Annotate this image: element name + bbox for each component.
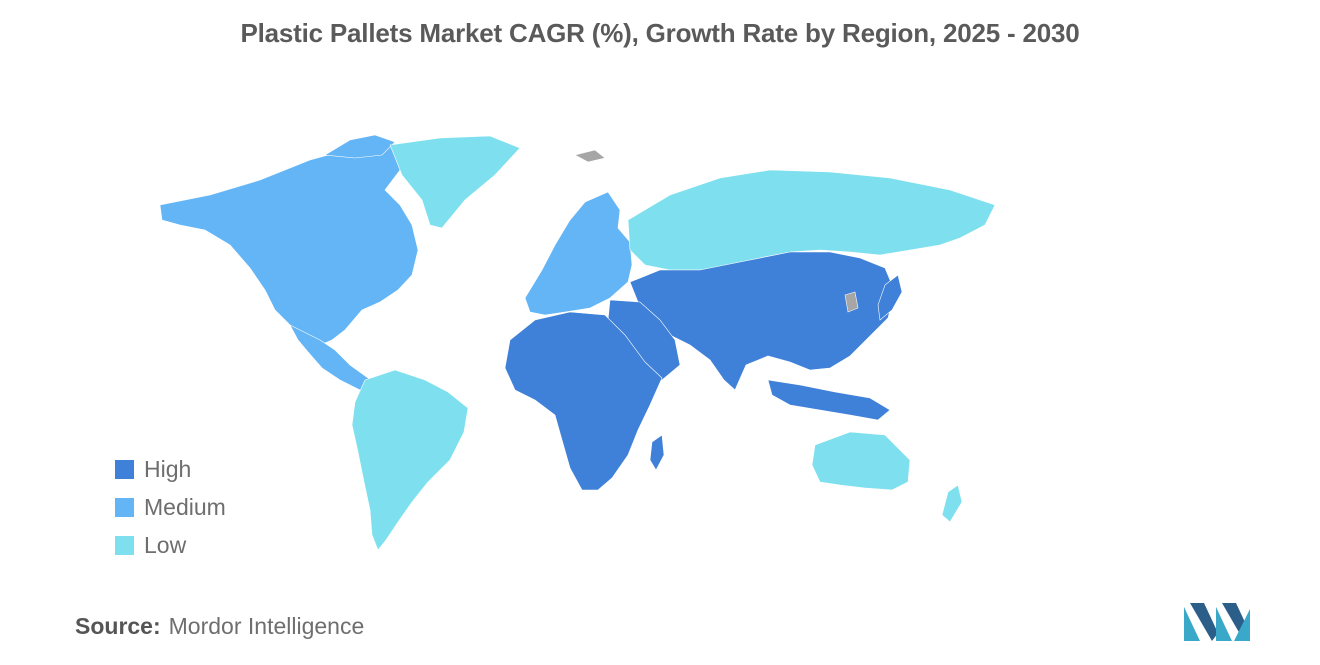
region-asia [629, 251, 896, 391]
region-africa [504, 311, 663, 491]
chart-title: Plastic Pallets Market CAGR (%), Growth … [240, 18, 1080, 48]
legend-item-high: High [115, 450, 226, 488]
legend-label-low: Low [144, 531, 187, 558]
source-line: Source: Mordor Intelligence [75, 613, 364, 640]
legend-swatch-low [115, 535, 134, 555]
legend: High Medium Low [115, 450, 226, 564]
world-map-svg [159, 134, 996, 551]
region-north-america [159, 144, 419, 346]
region-arctic-islands [324, 134, 396, 159]
region-australia [811, 431, 911, 491]
region-south-america [351, 369, 469, 551]
legend-label-medium: Medium [144, 493, 226, 520]
source-label: Source: [75, 613, 161, 639]
source-value: Mordor Intelligence [168, 613, 365, 639]
legend-swatch-medium [115, 497, 134, 517]
legend-item-low: Low [115, 526, 226, 564]
region-korea [844, 291, 859, 313]
legend-swatch-high [115, 459, 134, 479]
region-japan [877, 274, 903, 321]
region-new-zealand [941, 484, 963, 523]
region-greenland [389, 135, 521, 229]
legend-item-medium: Medium [115, 488, 226, 526]
region-southeast-asia [767, 379, 891, 421]
region-europe [524, 191, 633, 316]
world-map [150, 130, 1170, 560]
region-svalbard [574, 149, 606, 163]
legend-label-high: High [144, 455, 192, 482]
region-madagascar [649, 434, 665, 471]
mordor-intelligence-logo-icon [1184, 603, 1250, 641]
